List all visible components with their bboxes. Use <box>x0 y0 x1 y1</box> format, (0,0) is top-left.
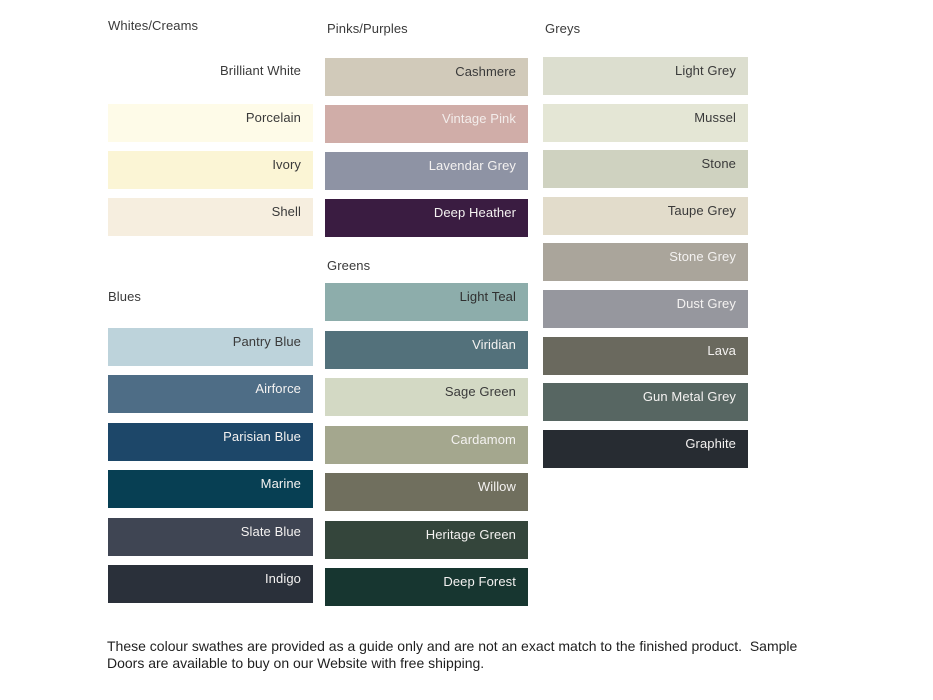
swatch-label-parisian-blue: Parisian Blue <box>223 428 301 444</box>
swatch-mussel: Mussel <box>543 103 748 142</box>
swatch-list-greens: Light Teal Viridian Sage Green Cardamom … <box>325 283 528 606</box>
swatch-list-blues: Pantry Blue Airforce Parisian Blue Marin… <box>108 328 313 603</box>
swatch-label-deep-heather: Deep Heather <box>433 205 516 220</box>
swatch-graphite: Graphite <box>543 429 748 468</box>
group-title-pinks-purples: Pinks/Purples <box>327 21 408 36</box>
swatch-cardamom: Cardamom <box>325 425 528 464</box>
swatch-label-graphite: Graphite <box>685 435 736 451</box>
swatch-label-viridian: Viridian <box>472 336 516 352</box>
swatch-stone: Stone <box>543 150 748 189</box>
swatch-list-whites-creams: Brilliant White Porcelain Ivory Shell <box>108 57 313 236</box>
swatch-vintage-pink: Vintage Pink <box>325 105 528 143</box>
swatch-label-dust-grey: Dust Grey <box>676 295 736 311</box>
swatch-deep-forest: Deep Forest <box>325 568 528 606</box>
swatch-list-greys: Light Grey Mussel Stone Taupe Grey Stone… <box>543 57 748 468</box>
swatch-light-teal: Light Teal <box>325 283 528 321</box>
disclaimer-text: These colour swathes are provided as a g… <box>107 638 797 672</box>
group-title-greens: Greens <box>327 258 371 273</box>
swatch-label-light-teal: Light Teal <box>459 289 516 304</box>
swatch-pantry-blue: Pantry Blue <box>108 328 313 366</box>
swatch-label-cashmere: Cashmere <box>455 64 516 79</box>
swatch-label-stone-grey: Stone Grey <box>669 249 736 265</box>
swatch-light-grey: Light Grey <box>543 57 748 95</box>
swatch-lava: Lava <box>543 336 748 375</box>
swatch-label-pantry-blue: Pantry Blue <box>232 334 301 349</box>
swatch-label-sage-green: Sage Green <box>444 384 516 399</box>
swatch-taupe-grey: Taupe Grey <box>543 196 748 235</box>
swatch-marine: Marine <box>108 470 313 509</box>
swatch-label-porcelain: Porcelain <box>245 110 301 125</box>
disclaimer-line-1: These colour swathes are provided as a g… <box>107 638 798 654</box>
swatch-stone-grey: Stone Grey <box>543 243 748 282</box>
swatch-label-lava: Lava <box>707 342 736 358</box>
swatch-viridian: Viridian <box>325 330 528 369</box>
swatch-ivory: Ivory <box>108 151 313 189</box>
group-title-greys: Greys <box>545 21 581 36</box>
group-title-blues: Blues <box>108 289 142 304</box>
swatch-label-vintage-pink: Vintage Pink <box>442 111 516 126</box>
swatch-label-cardamom: Cardamom <box>450 431 516 447</box>
swatch-dust-grey: Dust Grey <box>543 289 748 328</box>
swatch-brilliant-white: Brilliant White <box>108 57 313 95</box>
swatch-label-mussel: Mussel <box>694 109 736 125</box>
swatch-lavendar-grey: Lavendar Grey <box>325 152 528 190</box>
swatch-label-stone: Stone <box>701 156 736 172</box>
disclaimer-line-2: Doors are available to buy on our Websit… <box>107 655 485 671</box>
swatch-label-deep-forest: Deep Forest <box>443 574 516 589</box>
swatch-indigo: Indigo <box>108 564 313 603</box>
swatch-label-airforce: Airforce <box>255 381 301 397</box>
swatch-label-ivory: Ivory <box>272 157 301 172</box>
swatch-sage-green: Sage Green <box>325 378 528 416</box>
swatch-label-slate-blue: Slate Blue <box>240 523 301 539</box>
swatch-label-indigo: Indigo <box>264 570 301 586</box>
swatch-porcelain: Porcelain <box>108 104 313 142</box>
swatch-parisian-blue: Parisian Blue <box>108 422 313 461</box>
swatch-label-marine: Marine <box>260 476 301 492</box>
swatch-gun-metal-grey: Gun Metal Grey <box>543 383 748 422</box>
swatch-deep-heather: Deep Heather <box>325 199 528 237</box>
swatch-heritage-green: Heritage Green <box>325 520 528 559</box>
group-title-whites-creams: Whites/Creams <box>108 18 199 33</box>
swatch-airforce: Airforce <box>108 375 313 414</box>
swatch-label-lavendar-grey: Lavendar Grey <box>428 158 516 173</box>
swatch-label-light-grey: Light Grey <box>675 63 736 78</box>
swatch-label-brilliant-white: Brilliant White <box>220 63 301 78</box>
swatch-label-taupe-grey: Taupe Grey <box>667 202 736 218</box>
swatch-cashmere: Cashmere <box>325 58 528 96</box>
swatch-willow: Willow <box>325 473 528 511</box>
swatch-label-heritage-green: Heritage Green <box>425 526 516 542</box>
swatch-label-gun-metal-grey: Gun Metal Grey <box>642 389 736 405</box>
swatch-label-shell: Shell <box>271 204 301 219</box>
swatch-slate-blue: Slate Blue <box>108 517 313 556</box>
swatch-label-willow: Willow <box>477 479 516 494</box>
swatch-shell: Shell <box>108 198 313 236</box>
swatch-list-pinks-purples: Cashmere Vintage Pink Lavendar Grey Deep… <box>325 58 528 237</box>
